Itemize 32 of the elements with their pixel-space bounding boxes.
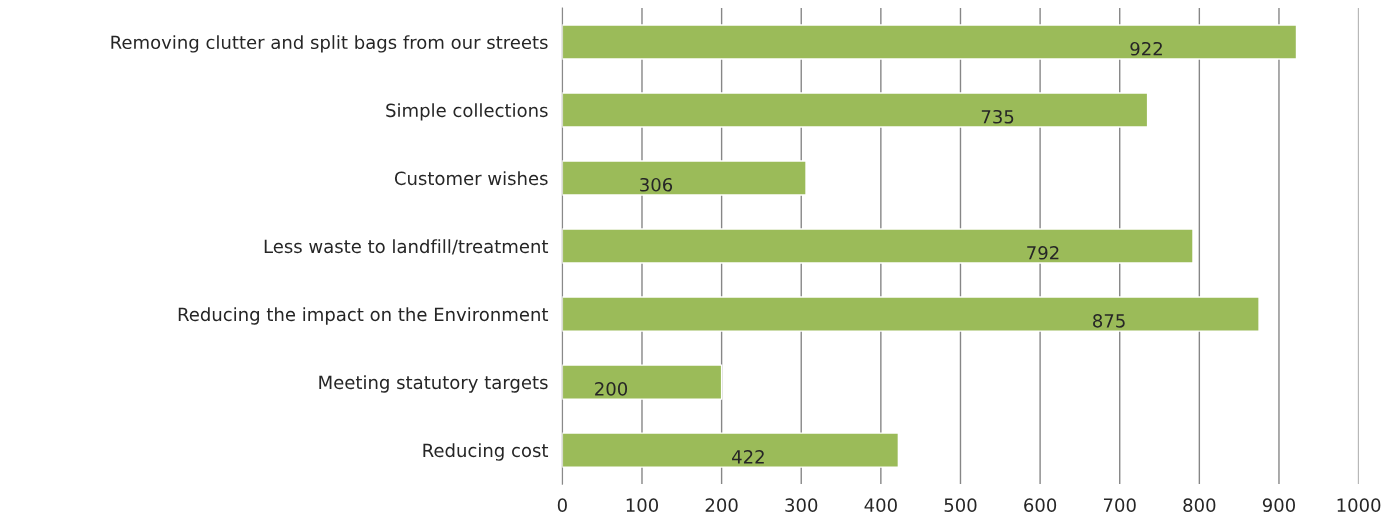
data-label: 735: [981, 109, 1014, 124]
y-tick-label: Less waste to landfill/treatment: [264, 239, 549, 255]
y-tick-label: Reducing the impact on the Environment: [178, 307, 549, 325]
bar: [562, 24, 1298, 60]
x-tick-label: 0: [557, 498, 567, 512]
bar: [562, 364, 723, 400]
data-label: 306: [640, 177, 673, 192]
x-tick-label: 500: [944, 498, 977, 512]
y-tick-label: Removing clutter and split bags from our streets: [111, 35, 548, 53]
data-label: 792: [1027, 245, 1059, 260]
y-tick-label: Simple collections: [386, 103, 548, 121]
x-tick-label: 200: [705, 498, 738, 512]
data-label: 922: [1130, 41, 1162, 56]
bar: [562, 92, 1149, 128]
y-tick-label: Meeting statutory targets: [319, 375, 548, 393]
bar: [562, 296, 1260, 332]
x-tick-label: 300: [785, 498, 818, 512]
y-tick-label: Reducing cost: [423, 443, 549, 461]
x-tick-label: 600: [1024, 498, 1057, 512]
data-label: 875: [1093, 313, 1125, 328]
x-tick-label: 100: [626, 498, 659, 512]
y-tick-label: Customer wishes: [394, 171, 548, 186]
x-tick-label: 1000: [1337, 498, 1381, 512]
x-tick-label: 400: [864, 498, 897, 512]
data-label: 200: [595, 382, 628, 396]
x-tick-label: 800: [1183, 498, 1216, 512]
x-tick-label: 900: [1262, 498, 1295, 512]
bar: [562, 432, 900, 468]
x-tick-label: 700: [1103, 498, 1136, 512]
bar: [562, 228, 1194, 264]
data-label: 422: [732, 450, 764, 464]
bar: [562, 160, 807, 196]
